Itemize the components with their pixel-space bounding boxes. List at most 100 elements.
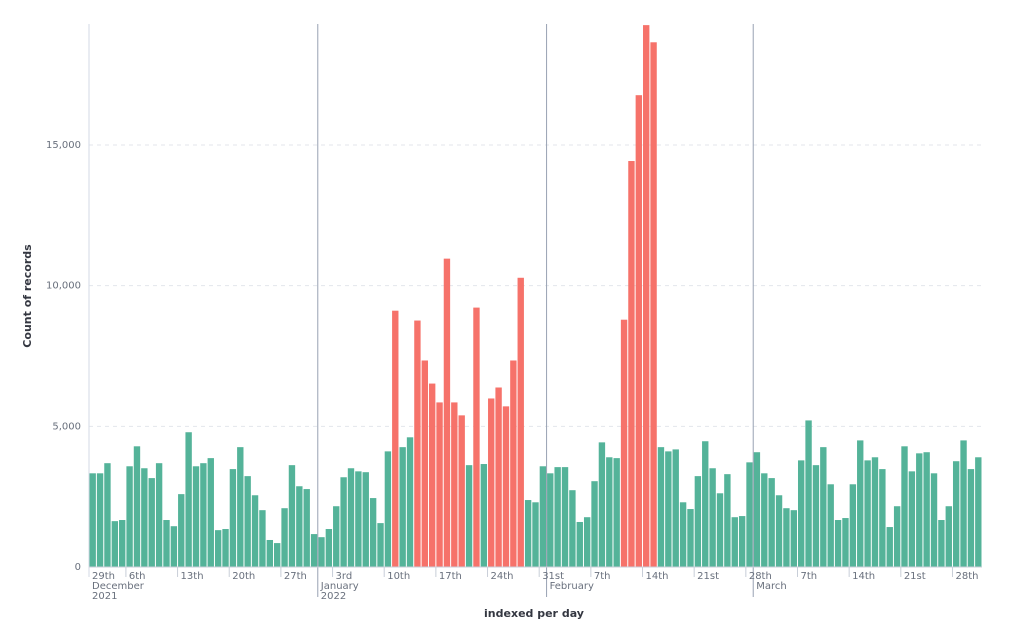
bar [620,319,628,567]
y-tick-label: 10,000 [46,281,81,292]
x-tick-label: 29th [92,571,115,582]
bar [237,447,244,567]
bar [510,360,517,567]
bar [480,464,488,567]
bar [849,484,857,567]
bar [820,447,827,567]
bar [665,451,672,567]
bar [406,437,414,567]
bar [938,520,945,567]
bar [421,360,428,567]
bar [89,473,96,567]
bar [399,447,406,567]
x-tick-label: 14th [852,571,875,582]
x-tick-label: 24th [491,571,514,582]
bar [229,469,237,567]
x-tick-label: 17th [439,571,462,582]
bar [443,258,451,567]
bar [392,310,399,567]
bar [857,440,864,567]
bar [606,457,613,567]
bar [879,469,886,567]
bar [834,520,842,567]
bar [185,432,192,567]
bar [465,465,473,567]
x-tick-label: 14th [646,571,669,582]
bar [488,398,495,567]
bar [583,517,591,567]
bar [598,442,606,567]
bar [738,516,746,567]
x-tick-label: 28th [955,571,978,582]
bar [207,458,214,567]
bar [355,471,362,567]
bar [495,387,502,567]
bar [812,465,820,567]
bar [643,25,650,568]
bar [170,526,178,567]
bar [930,473,938,567]
bar [362,472,369,567]
bar [657,447,665,567]
bar [842,518,849,567]
bar [561,467,569,567]
bar [148,478,155,567]
bar [768,478,775,567]
month-label: February [550,581,594,592]
y-tick-label: 5,000 [52,421,81,432]
bar [952,461,960,567]
bar [650,42,657,568]
bar [672,449,679,567]
bar [783,508,790,567]
bar [96,473,104,567]
bar [975,457,982,567]
year-label: 2022 [321,591,346,602]
bar [333,506,340,567]
bar [746,462,753,567]
bar [104,463,111,567]
bar [709,468,716,567]
bar [281,508,288,567]
bar [591,481,598,567]
bar [702,441,709,567]
x-tick-label: 28th [749,571,772,582]
bar [436,402,443,567]
x-tick-label: 10th [387,571,410,582]
bar [178,494,185,567]
bar [679,502,687,567]
bar [111,521,119,567]
bar [274,543,281,567]
bar [547,473,554,567]
bar [901,446,908,567]
bar [222,529,229,567]
bar [827,484,834,567]
bar [613,458,620,567]
bar [340,477,347,567]
x-tick-label: 3rd [336,571,353,582]
x-tick-label: 6th [129,571,146,582]
bar [871,457,879,567]
x-tick-label: 13th [181,571,204,582]
bar [797,460,805,567]
bar [628,161,635,568]
month-label: January [320,581,359,592]
bar [200,463,207,567]
bar [377,523,384,567]
bar [960,440,967,567]
bar [451,402,458,567]
x-tick-label: 7th [800,571,817,582]
bar [724,474,731,567]
bar [916,453,923,567]
bar [251,495,259,567]
bar [569,490,576,567]
bar [126,466,133,567]
bar [753,452,761,567]
y-axis-title: Count of records [21,244,34,348]
bar [133,446,141,567]
x-tick-label: 21st [697,571,719,582]
bar [473,307,480,567]
bar [864,460,871,567]
y-tick-label: 15,000 [46,140,81,151]
bar [458,415,465,567]
